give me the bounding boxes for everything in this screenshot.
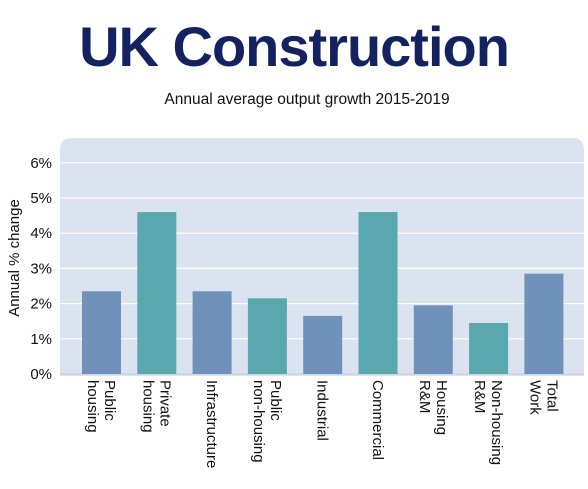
bar: [247, 298, 287, 374]
bars: [82, 212, 564, 374]
x-tick-label: Publichousing: [84, 380, 118, 433]
y-tick-labels: 0% 1% 2% 3% 4% 5% 6%: [30, 155, 52, 383]
x-tick-labels: Publichousing Privatehousing Infrastructur…: [84, 380, 560, 468]
y-tick-label: 2%: [30, 296, 52, 313]
bar: [524, 273, 564, 374]
y-tick-label: 5%: [30, 190, 52, 207]
bar: [358, 212, 398, 374]
x-tick-label: Infrastructure: [203, 380, 220, 468]
y-tick-label: 4%: [30, 225, 52, 242]
bar: [413, 305, 453, 374]
bar: [469, 322, 509, 374]
bar: [82, 291, 121, 374]
y-axis-label: Annual % change: [6, 199, 23, 317]
bar: [192, 291, 232, 374]
chart-subtitle: Annual average output growth 2015-2019: [164, 91, 450, 108]
x-tick-label: Industrial: [314, 380, 331, 441]
x-tick-label: TotalWork: [526, 380, 560, 415]
bar: [137, 212, 177, 374]
y-tick-label: 3%: [30, 260, 52, 277]
y-tick-label: 0%: [30, 366, 52, 383]
y-tick-label: 6%: [30, 155, 52, 172]
x-tick-label: HousingR&M: [416, 380, 450, 435]
x-tick-label: Privatehousing: [139, 380, 173, 433]
y-tick-label: 1%: [30, 331, 52, 348]
x-tick-label: Publicnon-housing: [250, 380, 284, 463]
chart-title: UK Construction: [79, 15, 510, 78]
bar: [303, 315, 343, 374]
x-tick-label: Non-housingR&M: [471, 380, 505, 465]
x-tick-label: Commercial: [369, 380, 386, 460]
